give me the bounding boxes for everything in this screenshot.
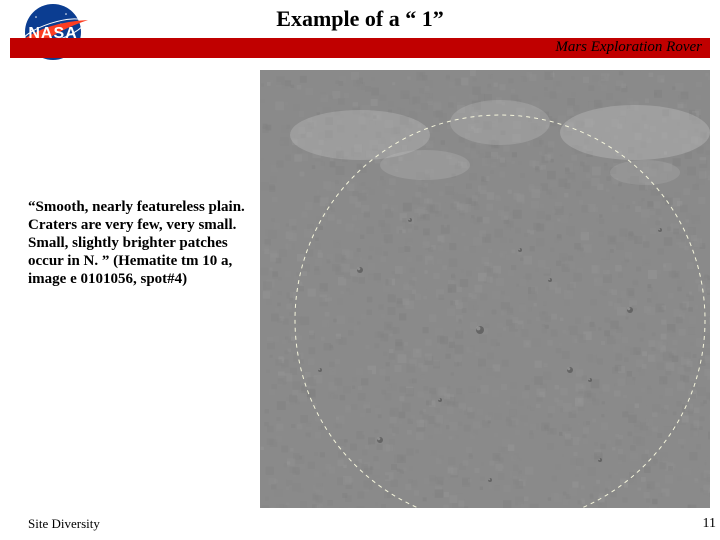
image-caption: “Smooth, nearly featureless plain. Crate… xyxy=(28,198,246,288)
footer-label: Site Diversity xyxy=(28,516,100,532)
page-number: 11 xyxy=(703,516,716,532)
slide-title: Example of a “ 1” xyxy=(0,6,720,32)
terrain-image xyxy=(260,70,710,508)
slide-subtitle: Mars Exploration Rover xyxy=(2,39,702,56)
